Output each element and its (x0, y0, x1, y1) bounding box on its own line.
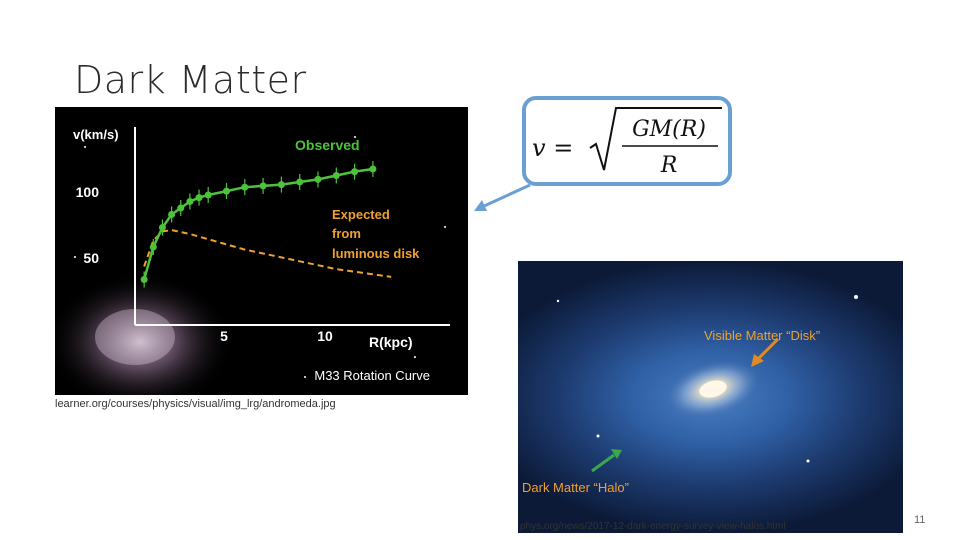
x-tick-label: 10 (317, 328, 333, 344)
observed-data-point (296, 178, 304, 186)
expected-label-line: luminous disk (332, 246, 420, 261)
star (556, 299, 560, 303)
halo-illustration (556, 295, 858, 473)
dark-matter-halo-image: Visible Matter “Disk” Dark Matter “Halo” (518, 261, 903, 533)
rotation-curve-plot: v(km/s) R(kpc) 100 50 5 10 Observed Expe… (55, 127, 450, 395)
formula-denominator: R (660, 153, 678, 178)
halo-pointer-arrow (591, 449, 622, 473)
page-number: 11 (914, 514, 926, 526)
observed-data-point (195, 194, 203, 202)
observed-data-point (158, 224, 166, 231)
observed-curve-line (142, 167, 374, 280)
observed-data-point (259, 182, 267, 190)
dark-matter-halo-label: Dark Matter “Halo” (522, 480, 629, 495)
expected-label-line: from (332, 226, 361, 241)
x-tick-label: 5 (220, 328, 228, 344)
x-axis-label: R(kpc) (369, 334, 413, 350)
y-tick-label: 100 (76, 184, 100, 200)
formula-numerator: GM(R) (632, 117, 706, 142)
expected-curve-line (143, 229, 392, 278)
slide-title: Dark Matter (74, 58, 307, 102)
visible-matter-disk-label: Visible Matter “Disk” (704, 328, 821, 343)
disk-pointer-arrow (751, 337, 780, 367)
formula-lhs: v = (532, 134, 573, 162)
observed-data-point (223, 187, 230, 195)
rotation-curve-chart: v(km/s) R(kpc) 100 50 5 10 Observed Expe… (55, 107, 468, 395)
observed-data-point (314, 175, 322, 183)
y-tick-label: 50 (83, 250, 99, 266)
observed-label: Observed (295, 137, 360, 153)
observed-data-point (186, 198, 194, 205)
halo-image-credit: phys.org/news/2017-12-dark-energy-survey… (520, 521, 786, 532)
y-axis-label: v(km/s) (73, 127, 119, 142)
observed-data-point (241, 183, 249, 191)
expected-series (143, 229, 392, 278)
chart-axes (134, 127, 450, 326)
formula-callout: v = GM(R) R (522, 96, 732, 186)
galaxy-background (55, 136, 446, 395)
chart-image-credit: learner.org/courses/physics/visual/img_l… (55, 398, 336, 410)
observed-data-point (351, 168, 359, 176)
observed-data-point (277, 181, 285, 189)
observed-data-point (168, 211, 176, 218)
observed-data-point (369, 165, 377, 173)
observed-data-point (149, 243, 157, 251)
chart-caption: M33 Rotation Curve (314, 368, 430, 383)
observed-data-point (140, 276, 148, 283)
observed-data-point (177, 204, 185, 212)
velocity-formula: v = GM(R) R (532, 107, 722, 178)
expected-label-line: Expected (332, 207, 390, 222)
star (806, 459, 810, 463)
observed-data-point (332, 172, 340, 179)
star (596, 434, 600, 438)
galaxy-disk (664, 359, 762, 419)
observed-series (140, 161, 377, 288)
observed-data-point (204, 191, 212, 199)
star (854, 295, 858, 299)
square-root-sign (589, 107, 722, 171)
formula-pointer-arrow (474, 183, 531, 211)
